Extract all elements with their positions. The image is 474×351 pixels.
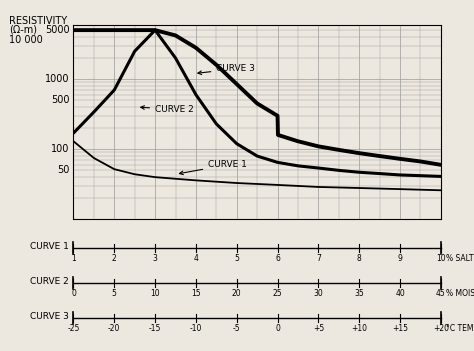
Text: °C TEMPERATURE: °C TEMPERATURE <box>446 324 474 333</box>
Text: 9: 9 <box>398 254 402 263</box>
Text: +15: +15 <box>392 324 408 333</box>
Text: 1000: 1000 <box>46 74 70 84</box>
Text: 100: 100 <box>51 144 70 154</box>
Text: 10 000: 10 000 <box>9 35 43 45</box>
Text: +10: +10 <box>351 324 367 333</box>
Text: 6: 6 <box>275 254 280 263</box>
Text: 0: 0 <box>275 324 280 333</box>
Text: CURVE 1: CURVE 1 <box>30 242 69 251</box>
Text: 5: 5 <box>234 254 239 263</box>
Text: 50: 50 <box>57 165 70 176</box>
Text: CURVE 3: CURVE 3 <box>198 64 255 74</box>
Text: 8: 8 <box>357 254 362 263</box>
Text: CURVE 3: CURVE 3 <box>30 312 69 322</box>
Text: RESISTIVITY: RESISTIVITY <box>9 16 68 26</box>
Text: (Ω-m): (Ω-m) <box>9 25 37 34</box>
Text: CURVE 1: CURVE 1 <box>180 160 247 175</box>
Text: CURVE 2: CURVE 2 <box>141 105 194 114</box>
Text: -5: -5 <box>233 324 240 333</box>
Text: 7: 7 <box>316 254 321 263</box>
Text: 15: 15 <box>191 289 201 298</box>
Text: +20: +20 <box>433 324 449 333</box>
Text: 45: 45 <box>436 289 446 298</box>
Text: 1: 1 <box>71 254 76 263</box>
Text: 500: 500 <box>51 95 70 105</box>
Text: 40: 40 <box>395 289 405 298</box>
Text: % SALT: % SALT <box>446 254 473 263</box>
Text: 10: 10 <box>436 254 446 263</box>
Text: 25: 25 <box>273 289 283 298</box>
Text: -20: -20 <box>108 324 120 333</box>
Text: -15: -15 <box>149 324 161 333</box>
Text: 35: 35 <box>354 289 364 298</box>
Text: 30: 30 <box>313 289 323 298</box>
Text: 5000: 5000 <box>45 25 70 35</box>
Text: 20: 20 <box>232 289 242 298</box>
Text: -25: -25 <box>67 324 80 333</box>
Text: 3: 3 <box>153 254 157 263</box>
Text: CURVE 2: CURVE 2 <box>30 277 69 286</box>
Text: -10: -10 <box>190 324 202 333</box>
Text: 10: 10 <box>150 289 160 298</box>
Text: 5: 5 <box>112 289 117 298</box>
Text: % MOISTURE: % MOISTURE <box>446 289 474 298</box>
Text: 4: 4 <box>193 254 198 263</box>
Text: 2: 2 <box>112 254 117 263</box>
Text: +5: +5 <box>313 324 324 333</box>
Text: 0: 0 <box>71 289 76 298</box>
